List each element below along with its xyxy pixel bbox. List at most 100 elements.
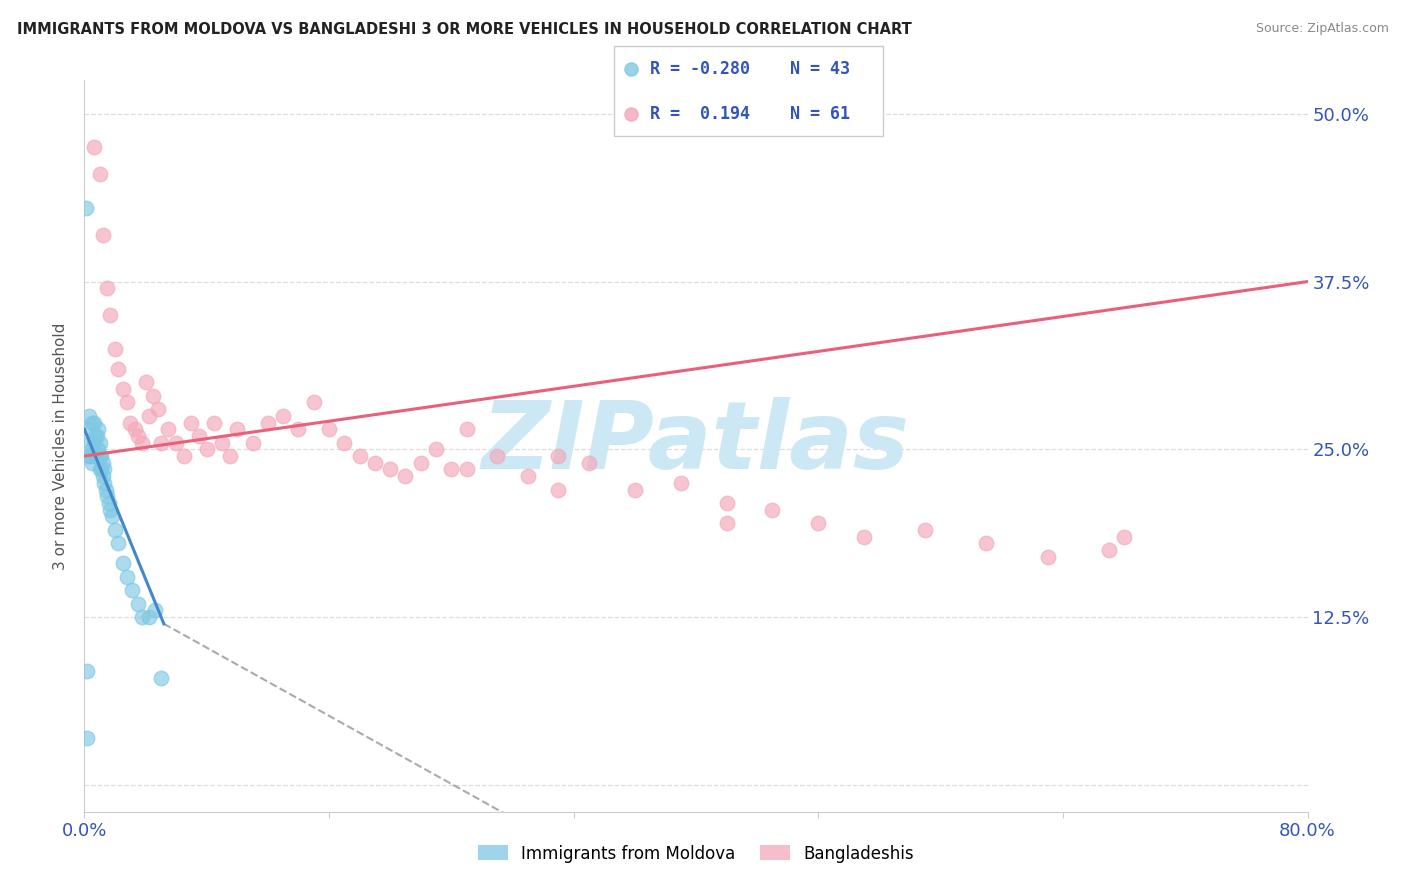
Point: [121, 583, 143, 598]
Text: R = -0.280: R = -0.280: [650, 60, 749, 78]
Point: [89, 435, 111, 450]
Point: [79, 435, 101, 450]
Point: [1098, 543, 1121, 558]
Point: [104, 523, 127, 537]
Text: N = 43: N = 43: [790, 60, 849, 78]
Point: [425, 442, 447, 457]
Point: [318, 422, 340, 436]
Legend: Immigrants from Moldova, Bangladeshis: Immigrants from Moldova, Bangladeshis: [471, 838, 921, 869]
Point: [84, 449, 107, 463]
Point: [127, 429, 149, 443]
Point: [97, 496, 120, 510]
Point: [173, 449, 195, 463]
Point: [669, 475, 692, 490]
Point: [547, 449, 569, 463]
Point: [807, 516, 830, 531]
Point: [98, 308, 121, 322]
Point: [1114, 530, 1136, 544]
Point: [77, 422, 100, 436]
Point: [202, 416, 225, 430]
Point: [486, 449, 509, 463]
Point: [716, 516, 738, 531]
Point: [96, 281, 118, 295]
Y-axis label: 3 or more Vehicles in Household: 3 or more Vehicles in Household: [53, 322, 69, 570]
Point: [80, 456, 103, 470]
Point: [89, 167, 111, 181]
Point: [761, 502, 783, 516]
Point: [976, 536, 998, 550]
Point: [98, 502, 121, 516]
Point: [271, 409, 294, 423]
Point: [620, 62, 643, 76]
Point: [138, 610, 160, 624]
Point: [394, 469, 416, 483]
Point: [111, 557, 134, 571]
Point: [127, 597, 149, 611]
Point: [142, 389, 165, 403]
Point: [578, 456, 600, 470]
Point: [620, 107, 643, 121]
Point: [91, 456, 114, 470]
Point: [91, 469, 114, 483]
Point: [115, 395, 138, 409]
Point: [104, 342, 127, 356]
Point: [853, 530, 876, 544]
Text: R =  0.194: R = 0.194: [650, 105, 749, 123]
Point: [107, 361, 129, 376]
Point: [211, 435, 233, 450]
Point: [90, 462, 112, 476]
Point: [364, 456, 387, 470]
Point: [287, 422, 309, 436]
Point: [75, 201, 97, 215]
Point: [91, 227, 114, 242]
Point: [409, 456, 432, 470]
Point: [165, 435, 187, 450]
Point: [96, 489, 118, 503]
Point: [226, 422, 249, 436]
Point: [138, 409, 160, 423]
Point: [914, 523, 936, 537]
Point: [76, 664, 98, 678]
Point: [77, 449, 100, 463]
Point: [115, 570, 138, 584]
Point: [135, 376, 157, 390]
Point: [456, 462, 478, 476]
Point: [120, 416, 142, 430]
Point: [76, 731, 98, 745]
Point: [90, 449, 112, 463]
Point: [93, 475, 115, 490]
Point: [380, 462, 402, 476]
Point: [79, 449, 101, 463]
Point: [257, 416, 280, 430]
Point: [349, 449, 371, 463]
Point: [547, 483, 569, 497]
Point: [716, 496, 738, 510]
Point: [180, 416, 202, 430]
Point: [77, 409, 100, 423]
Point: [456, 422, 478, 436]
Point: [149, 671, 172, 685]
Point: [87, 442, 110, 457]
Point: [80, 416, 103, 430]
Point: [146, 402, 169, 417]
Point: [242, 435, 264, 450]
Point: [84, 429, 107, 443]
Point: [195, 442, 218, 457]
Point: [188, 429, 211, 443]
Point: [1036, 549, 1059, 564]
Point: [83, 435, 105, 450]
FancyBboxPatch shape: [614, 46, 883, 136]
Point: [218, 449, 240, 463]
Point: [131, 435, 153, 450]
Point: [111, 382, 134, 396]
Point: [83, 140, 105, 154]
Text: IMMIGRANTS FROM MOLDOVA VS BANGLADESHI 3 OR MORE VEHICLES IN HOUSEHOLD CORRELATI: IMMIGRANTS FROM MOLDOVA VS BANGLADESHI 3…: [17, 22, 911, 37]
Point: [86, 449, 108, 463]
Point: [89, 462, 111, 476]
Point: [143, 603, 166, 617]
Point: [80, 442, 103, 457]
Text: Source: ZipAtlas.com: Source: ZipAtlas.com: [1256, 22, 1389, 36]
Text: ZIPatlas: ZIPatlas: [482, 397, 910, 489]
Point: [101, 509, 124, 524]
Point: [124, 422, 146, 436]
